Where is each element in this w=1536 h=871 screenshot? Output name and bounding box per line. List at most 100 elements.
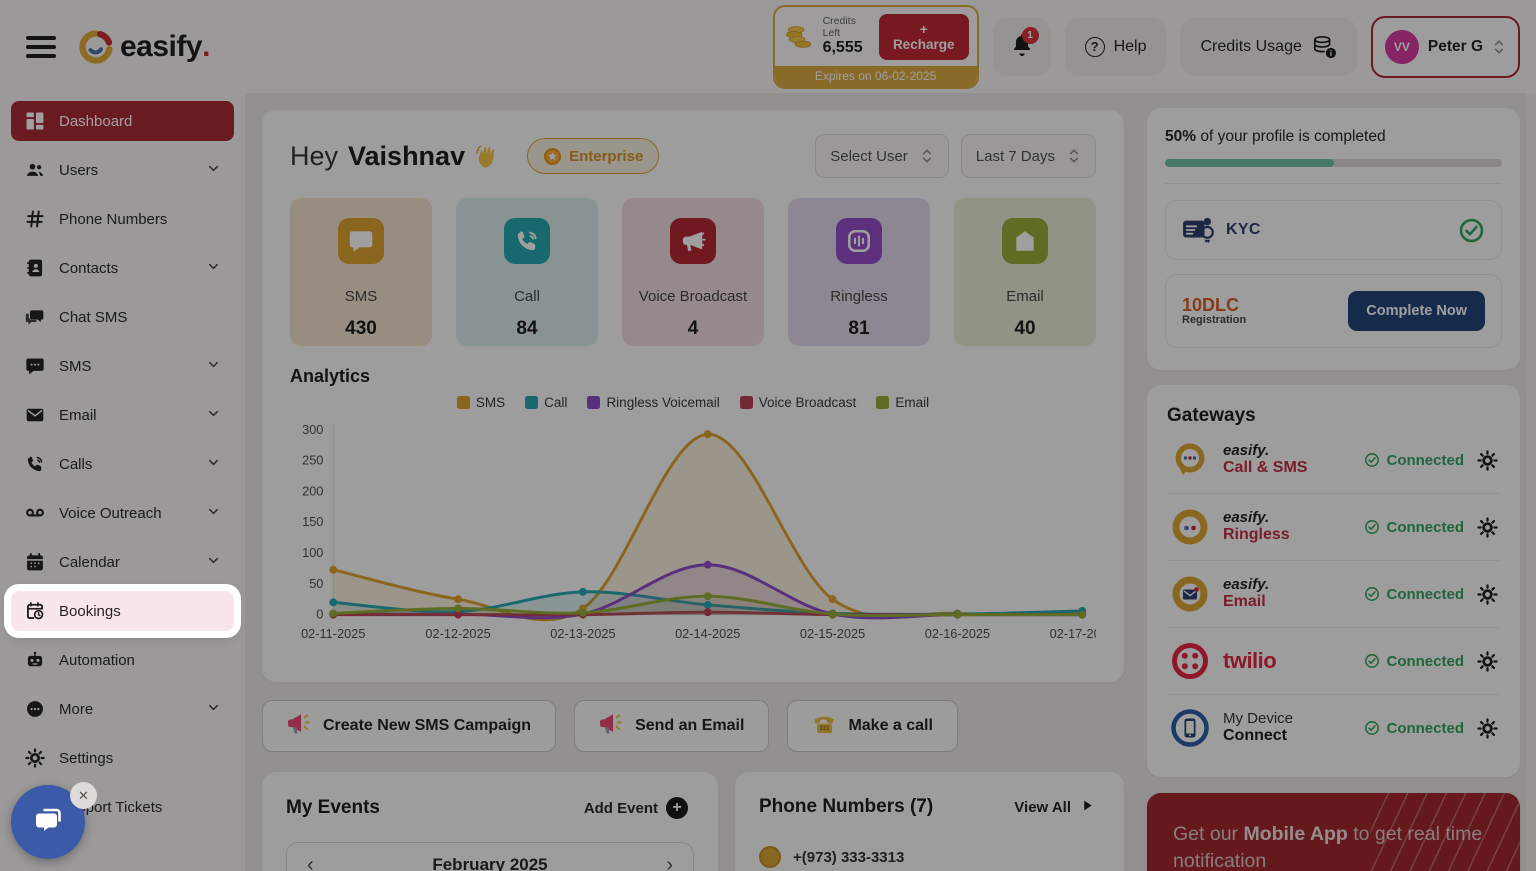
notifications-button[interactable]: 1: [992, 17, 1051, 76]
status-badge: Connected: [1364, 653, 1464, 670]
sidebar-item-label: Contacts: [59, 259, 119, 277]
chevron-down-icon: [206, 259, 221, 278]
analytics-chart: 0 50 100 150 200 250 300 02-11-2025 02-12-2025 02…: [290, 414, 1096, 660]
sidebar-item-settings[interactable]: Settings: [11, 738, 234, 778]
dlc-item: 10DLC Registration Complete Now: [1165, 274, 1502, 348]
email-icon: [24, 404, 46, 426]
menu-toggle-button[interactable]: [26, 35, 56, 58]
recharge-button[interactable]: + Recharge: [878, 13, 969, 60]
device-icon: [1169, 708, 1211, 748]
kyc-item[interactable]: KYC: [1165, 200, 1502, 260]
gear-icon[interactable]: [1477, 650, 1498, 672]
analytics-line-chart: 0 50 100 150 200 250 300 02-11-2025 02-12-2025 02…: [301, 422, 1096, 641]
ringless-icon: [836, 218, 882, 264]
gear-icon[interactable]: [1477, 449, 1498, 471]
sidebar-item-label: Automation: [59, 651, 135, 669]
stat-value: 430: [345, 318, 377, 339]
easify-ring-icon: [1169, 507, 1211, 547]
legend-item-sms[interactable]: SMS: [456, 395, 505, 410]
stat-card-voice-broadcast: Voice Broadcast 4: [622, 198, 764, 346]
status-badge: Connected: [1364, 720, 1464, 737]
svg-text:02-11-2025: 02-11-2025: [301, 626, 365, 641]
sidebar-item-label: Phone Numbers: [59, 210, 168, 228]
stat-label: Call: [514, 287, 540, 305]
profile-progress-fill: [1165, 159, 1334, 167]
user-menu[interactable]: VV Peter G: [1370, 15, 1520, 78]
sidebar-item-label: Email: [59, 406, 97, 424]
users-icon: [24, 159, 46, 181]
calendar-next-button[interactable]: ›: [666, 855, 673, 871]
stat-value: 4: [687, 318, 699, 339]
chevron-updown-icon: [920, 147, 934, 165]
legend-item-email[interactable]: Email: [876, 395, 929, 410]
booking-icon: [24, 600, 46, 622]
events-calendar: ‹ February 2025 ›: [286, 842, 694, 871]
make-a-call-button[interactable]: Make a call: [787, 700, 958, 752]
scrollbar[interactable]: [1526, 93, 1536, 871]
credits-usage-button[interactable]: Credits Usage i: [1180, 17, 1357, 76]
dlc-title: 10DLC: [1182, 294, 1240, 315]
legend-item-voice-broadcast[interactable]: Voice Broadcast: [739, 395, 856, 410]
create-new-sms-campaign-button[interactable]: Create New SMS Campaign: [262, 700, 557, 752]
sidebar-item-phone-numbers[interactable]: Phone Numbers: [11, 199, 234, 239]
svg-text:02-16-2025: 02-16-2025: [925, 626, 990, 641]
gear-icon[interactable]: [1477, 516, 1498, 538]
brand-logo-icon: [78, 29, 114, 65]
help-button[interactable]: ? Help: [1064, 17, 1167, 76]
topbar: easify. Credits Left 6,555 + Recharge Ex…: [0, 0, 1536, 93]
sidebar-item-chat-sms[interactable]: Chat SMS: [11, 297, 234, 337]
mail-icon: [1002, 218, 1048, 264]
dashboard-card: Hey Vaishnav Enterprise Select User Last…: [262, 110, 1124, 682]
sidebar-item-voice-outreach[interactable]: Voice Outreach: [11, 493, 234, 533]
complete-now-button[interactable]: Complete Now: [1348, 291, 1485, 331]
sidebar-item-label: Bookings: [59, 602, 121, 620]
calendar-prev-button[interactable]: ‹: [307, 855, 314, 871]
chat-close-button[interactable]: ✕: [70, 782, 97, 809]
select-user-dropdown[interactable]: Select User: [815, 134, 949, 178]
easify-bubble-icon: [1169, 440, 1211, 480]
chevron-down-icon: [206, 455, 221, 474]
gear-icon[interactable]: [1477, 583, 1498, 605]
sidebar-item-users[interactable]: Users: [11, 150, 234, 190]
svg-text:i: i: [1330, 49, 1332, 58]
mobile-app-banner: Get our Mobile App to get real time noti…: [1147, 793, 1520, 871]
svg-text:250: 250: [302, 453, 323, 468]
sidebar-item-automation[interactable]: Automation: [11, 640, 234, 680]
send-an-email-button[interactable]: Send an Email: [574, 700, 770, 752]
view-all-button[interactable]: View All: [1008, 798, 1100, 817]
sidebar-item-calendar[interactable]: Calendar: [11, 542, 234, 582]
add-event-label: Add Event: [583, 799, 658, 817]
sidebar-item-calls[interactable]: Calls: [11, 444, 234, 484]
gateways-card: Gateways easify. Call & SMS Connected easif…: [1147, 385, 1520, 777]
add-event-button[interactable]: Add Event +: [578, 796, 694, 820]
legend-item-ringless-voicemail[interactable]: Ringless Voicemail: [587, 395, 720, 410]
brand-logo[interactable]: easify.: [78, 29, 210, 65]
stat-value: 84: [516, 318, 538, 339]
calendar-month-label: February 2025: [432, 855, 548, 871]
gear-icon: [24, 747, 46, 769]
sidebar-item-bookings[interactable]: Bookings: [11, 591, 234, 631]
sidebar-item-dashboard[interactable]: Dashboard: [11, 101, 234, 141]
sidebar-item-contacts[interactable]: Contacts: [11, 248, 234, 288]
sidebar-item-label: Chat SMS: [59, 308, 128, 326]
svg-text:150: 150: [302, 514, 323, 529]
chart-legend: SMS Call Ringless Voicemail Voice Broadcast…: [290, 395, 1096, 410]
credits-widget[interactable]: Credits Left 6,555 + Recharge Expires on…: [772, 4, 979, 89]
sidebar-item-email[interactable]: Email: [11, 395, 234, 435]
coins-info-icon: i: [1311, 35, 1337, 59]
profile-completion-card: 50% of your profile is completed KYC 10D…: [1147, 108, 1520, 370]
svg-text:02-13-2025: 02-13-2025: [550, 626, 615, 641]
sidebar-item-more[interactable]: More: [11, 689, 234, 729]
sidebar-item-sms[interactable]: SMS: [11, 346, 234, 386]
date-range-dropdown[interactable]: Last 7 Days: [960, 134, 1096, 178]
dashboard-filters: Select User Last 7 Days: [815, 134, 1096, 178]
phone-numbers-title: Phone Numbers (7): [759, 796, 934, 817]
chevron-updown-icon: [1067, 147, 1081, 165]
gear-icon[interactable]: [1477, 717, 1498, 739]
gateway-row-twilio: twilio Connected: [1167, 628, 1500, 695]
sidebar-item-label: Dashboard: [59, 112, 133, 130]
chat-widget-button[interactable]: [11, 785, 85, 859]
coins-icon: [785, 24, 815, 50]
sidebar-item-label: SMS: [59, 357, 92, 375]
legend-item-call[interactable]: Call: [525, 395, 567, 410]
